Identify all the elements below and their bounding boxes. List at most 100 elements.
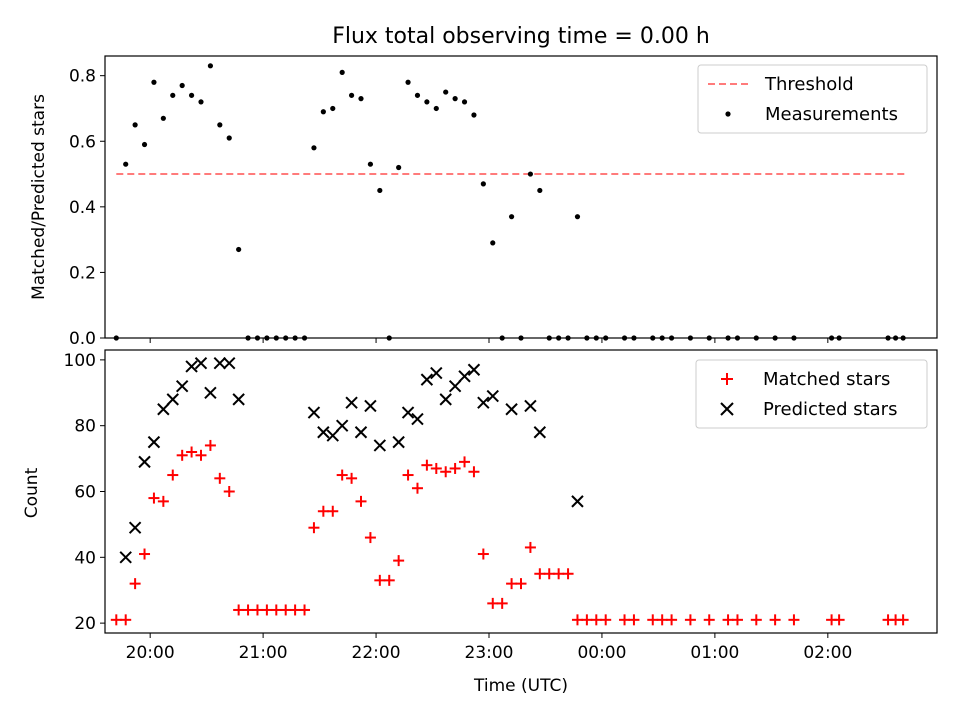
measurement-point xyxy=(584,335,590,341)
measurement-point xyxy=(245,335,251,341)
x-tick-label: 23:00 xyxy=(465,643,514,663)
measurement-point xyxy=(151,79,157,85)
bottom-y-tick-label: 100 xyxy=(64,351,96,371)
measurement-point xyxy=(273,335,279,341)
matched-star-marker xyxy=(459,456,471,468)
legend-measurements-swatch xyxy=(725,111,731,117)
top-y-axis-label: Matched/Predicted stars xyxy=(29,94,49,300)
measurement-point xyxy=(706,335,712,341)
measurement-point xyxy=(188,92,195,98)
matched-star-marker xyxy=(515,578,527,590)
legend-measurements-label: Measurements xyxy=(765,104,898,125)
predicted-star-marker xyxy=(467,363,481,376)
measurement-point xyxy=(574,214,581,220)
bottom-legend: Matched stars Predicted stars xyxy=(695,359,928,429)
predicted-star-marker xyxy=(401,406,415,419)
matched-star-marker xyxy=(600,614,612,626)
measurement-point xyxy=(452,96,458,102)
bottom-legend-box xyxy=(695,359,928,429)
bottom-y-tick-label: 80 xyxy=(74,417,96,437)
measurement-point xyxy=(650,335,656,341)
measurement-point xyxy=(226,135,232,141)
predicted-star-marker xyxy=(524,399,537,413)
measurement-point xyxy=(207,63,214,69)
measurement-point xyxy=(198,99,204,105)
measurement-point xyxy=(330,105,336,112)
matched-star-marker xyxy=(487,597,499,609)
predicted-star-marker xyxy=(128,521,142,534)
matched-star-marker xyxy=(129,578,141,590)
measurement-point xyxy=(141,141,148,148)
predicted-star-marker xyxy=(185,360,198,373)
measurement-point xyxy=(772,335,778,341)
measurement-point xyxy=(621,335,628,341)
predicted-star-marker xyxy=(571,495,584,508)
predicted-star-marker xyxy=(392,435,405,449)
matched-star-marker xyxy=(628,614,640,626)
predicted-star-marker xyxy=(458,370,471,383)
measurement-point xyxy=(892,335,899,341)
measurement-point xyxy=(753,335,759,341)
predicted-star-marker xyxy=(439,393,452,406)
measurement-point xyxy=(828,335,835,341)
measurement-point xyxy=(348,92,355,98)
matched-star-marker xyxy=(393,555,405,567)
measurement-point xyxy=(631,335,637,341)
matched-star-marker xyxy=(289,604,301,616)
predicted-star-marker xyxy=(138,455,151,469)
predicted-star-marker xyxy=(223,356,236,370)
legend-threshold-label: Threshold xyxy=(764,74,854,95)
matched-star-marker xyxy=(788,614,800,626)
measurement-point xyxy=(320,109,326,115)
matched-star-marker xyxy=(223,486,235,497)
predicted-star-marker xyxy=(533,426,547,439)
measurement-point xyxy=(236,246,242,253)
matched-star-marker xyxy=(411,482,423,494)
matched-star-marker xyxy=(543,568,555,580)
measurement-point xyxy=(292,335,298,341)
predicted-star-marker xyxy=(307,406,321,419)
matched-star-marker xyxy=(186,446,198,458)
matched-star-marker xyxy=(897,614,909,626)
legend-predicted-swatch xyxy=(720,402,734,416)
top-legend: Threshold Measurements xyxy=(697,64,928,134)
matched-star-marker xyxy=(430,462,442,474)
measurement-point xyxy=(565,335,571,341)
bottom-y-axis-label: Count xyxy=(22,467,42,518)
predicted-star-marker xyxy=(420,373,434,386)
x-tick-label: 00:00 xyxy=(577,643,626,663)
legend-matched-label: Matched stars xyxy=(763,369,890,390)
matched-star-marker xyxy=(477,548,489,560)
measurement-point xyxy=(301,335,308,341)
measurement-point xyxy=(386,335,392,341)
matched-star-marker xyxy=(261,604,273,616)
measurement-point xyxy=(480,181,486,187)
top-legend-box xyxy=(697,64,928,134)
chart-title: Flux total observing time = 0.00 h xyxy=(332,24,710,49)
predicted-star-marker xyxy=(317,426,330,439)
matched-star-marker xyxy=(148,492,160,504)
bottom-y-tick-label: 20 xyxy=(74,614,96,634)
matched-star-marker xyxy=(110,614,122,626)
matched-star-marker xyxy=(233,604,245,616)
matched-star-marker xyxy=(750,614,762,626)
measurements-series xyxy=(113,63,906,341)
predicted-star-marker xyxy=(204,386,217,399)
matched-star-marker xyxy=(619,614,631,626)
top-y-tick-label: 0.4 xyxy=(69,198,96,218)
matched-star-marker xyxy=(468,466,480,478)
measurement-point xyxy=(499,335,505,341)
measurement-point xyxy=(254,335,261,341)
matched-star-marker xyxy=(336,469,348,481)
predicted-star-marker xyxy=(213,356,227,370)
measurement-point xyxy=(414,92,421,98)
matched-star-marker xyxy=(553,568,565,580)
matched-stars-series xyxy=(110,439,909,626)
matched-star-marker xyxy=(496,597,508,609)
top-y-tick-label: 0.6 xyxy=(69,132,96,152)
matched-star-marker xyxy=(647,614,659,626)
measurement-point xyxy=(490,240,496,246)
measurement-point xyxy=(405,79,411,85)
measurement-point xyxy=(217,122,223,128)
